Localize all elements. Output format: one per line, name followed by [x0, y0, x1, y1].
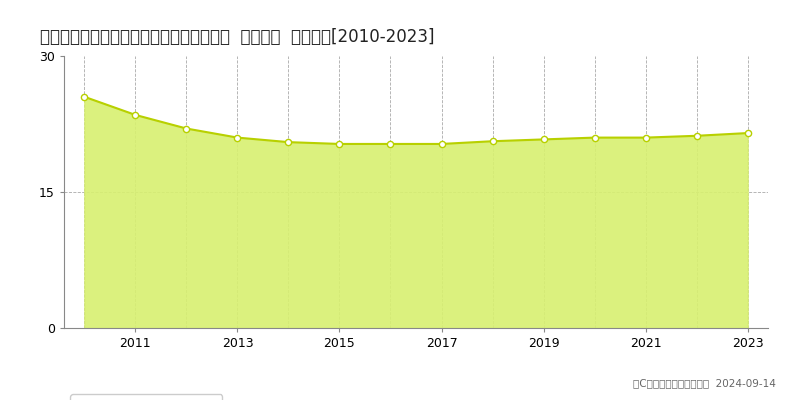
Point [180, 125, 193, 132]
Point [282, 139, 295, 145]
Point [78, 94, 91, 100]
Point [231, 134, 244, 141]
Point [639, 134, 652, 141]
Point [435, 141, 448, 147]
Point [741, 130, 754, 136]
Point [333, 141, 346, 147]
Text: 大分県別府市大字鶴見字砂原１２７番１外  地価公示  地価推移[2010-2023]: 大分県別府市大字鶴見字砂原１２７番１外 地価公示 地価推移[2010-2023] [40, 28, 434, 46]
Point [129, 112, 142, 118]
Point [690, 132, 703, 139]
Text: （C）土地価格ドットコム  2024-09-14: （C）土地価格ドットコム 2024-09-14 [633, 378, 776, 388]
Point [537, 136, 550, 143]
Point [588, 134, 601, 141]
Point [384, 141, 397, 147]
Point [486, 138, 499, 144]
Legend: 地価公示 平均坤単価(万円/坤): 地価公示 平均坤単価(万円/坤) [70, 394, 222, 400]
